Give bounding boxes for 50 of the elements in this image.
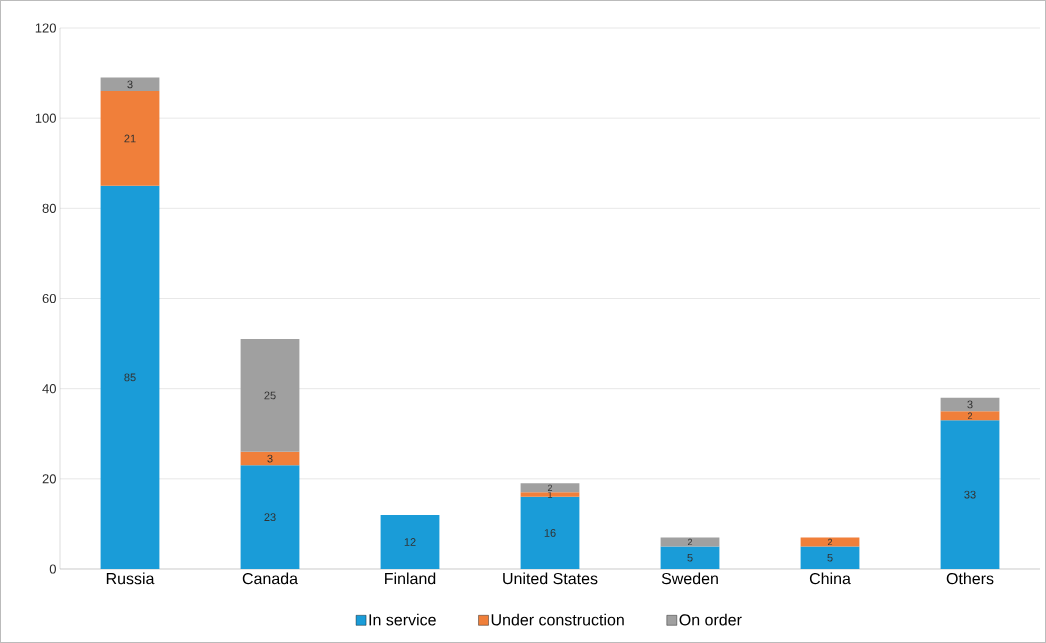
x-tick-label: Others [946,572,994,585]
bar [240,451,300,466]
data-label: 3 [967,400,973,409]
data-label: 2 [547,484,553,491]
y-tick-label: 60 [42,293,56,304]
data-label: 3 [267,454,273,463]
bar [940,420,1000,569]
bar [520,496,580,569]
data-label: 33 [964,490,976,499]
y-tick-label: 120 [35,23,56,33]
bar [380,514,440,569]
x-tick-label: Sweden [661,572,718,585]
data-label: 85 [124,373,136,382]
bar [800,537,860,547]
data-label: 1 [548,491,553,498]
legend-label: In service [369,613,436,626]
x-tick-label: Canada [242,572,299,585]
data-label: 16 [544,529,556,537]
data-label: 2 [967,412,973,419]
y-tick-label: 80 [42,203,56,213]
bar [240,339,300,452]
y-tick-label: 40 [42,384,56,394]
bar [660,537,720,547]
x-tick-label: Russia [106,572,155,585]
bar [940,397,1000,412]
data-label: 3 [127,80,133,89]
bar [100,91,160,186]
y-tick-label: 100 [35,113,56,123]
bar [520,492,580,497]
data-label: 12 [404,538,416,546]
y-tick-label: 0 [49,564,56,574]
legend-label: On order [679,613,742,626]
data-label: 2 [687,538,693,546]
bar [940,411,1000,421]
x-tick-label: Finland [385,572,436,585]
data-label: 25 [264,391,276,400]
x-tick-label: United States [503,572,598,585]
data-label: 23 [264,513,276,522]
data-label: 5 [687,553,693,562]
y-tick-label: 20 [42,474,56,484]
bar [100,77,160,92]
data-label: 21 [124,134,136,143]
data-label: 5 [827,553,833,562]
x-tick-label: China [809,572,851,585]
bar [660,546,720,569]
bar [240,465,300,569]
bar [100,185,160,569]
data-label: 2 [827,538,833,546]
legend-label: Under construction [491,613,624,626]
bar [800,546,860,569]
